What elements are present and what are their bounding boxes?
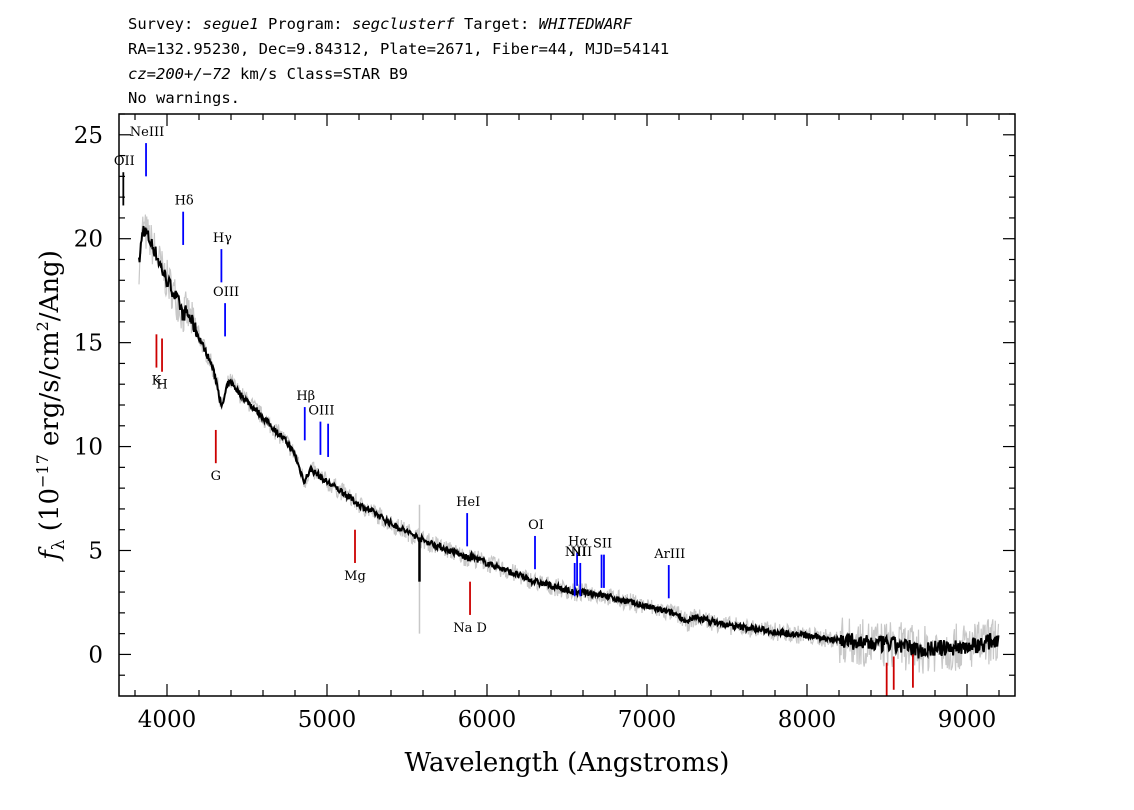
survey-value: segue1 bbox=[203, 15, 259, 33]
spectral-line-markers bbox=[122, 143, 914, 696]
y-axis-exponent: −17 bbox=[33, 454, 52, 488]
absorption-line-label: K bbox=[152, 374, 162, 389]
y-axis-close: /Ang) bbox=[35, 250, 65, 321]
emission-line-label: OI bbox=[528, 518, 544, 533]
class-value: km/s Class=STAR B9 bbox=[231, 65, 408, 83]
plot-area: OIINeIIIHδHγOIIIHβOIIIHeIOINIIHαNIISIIAr… bbox=[74, 113, 1016, 733]
flux-line bbox=[138, 225, 1000, 660]
x-tick-labels: 4000 5000 6000 7000 8000 9000 bbox=[138, 707, 997, 733]
redshift-value: cz=200+/−72 bbox=[128, 65, 231, 83]
emission-line-label: ArIII bbox=[653, 547, 685, 562]
emission-line-label: HeI bbox=[456, 495, 480, 510]
y-tick-label: 0 bbox=[88, 642, 103, 668]
x-tick-label: 4000 bbox=[138, 707, 197, 733]
x-tick-label: 9000 bbox=[938, 707, 997, 733]
emission-line-label: OII bbox=[114, 154, 135, 169]
y-tick-label: 20 bbox=[74, 227, 103, 253]
x-tick-label: 5000 bbox=[298, 707, 357, 733]
program-value: segclusterf bbox=[352, 15, 455, 33]
plot-frame bbox=[118, 113, 1016, 697]
header-line-1: Survey: segue1 Program: segclusterf Targ… bbox=[128, 15, 633, 33]
emission-line-label: NII bbox=[565, 545, 587, 560]
noise-band bbox=[138, 214, 1000, 674]
emission-line-label: OIII bbox=[308, 404, 334, 419]
emission-line-label: Hβ bbox=[296, 389, 315, 404]
y-axis-open: (10 bbox=[35, 488, 65, 540]
x-tick-label: 7000 bbox=[618, 707, 677, 733]
y-tick-label: 5 bbox=[88, 539, 103, 565]
target-value: WHITEDWARF bbox=[539, 15, 633, 33]
y-tick-labels: 0 5 10 15 20 25 bbox=[74, 123, 103, 669]
emission-line-label: Hα bbox=[568, 535, 588, 550]
y-tick-label: 15 bbox=[74, 331, 103, 357]
absorption-line-label: Mg bbox=[344, 569, 366, 584]
y-axis-unit: erg/s/cm bbox=[35, 331, 65, 454]
axis-ticks bbox=[119, 113, 1015, 696]
absorption-line-label: H bbox=[156, 378, 167, 393]
x-tick-label: 6000 bbox=[458, 707, 517, 733]
emission-line-label: Hδ bbox=[175, 194, 194, 209]
emission-line-label: SII bbox=[593, 537, 612, 552]
spectral-line-labels: OIINeIIIHδHγOIIIHβOIIIHeIOINIIHαNIISIIAr… bbox=[114, 125, 685, 636]
y-axis-title: fλ (10−17 erg/s/cm2/Ang) bbox=[33, 250, 69, 562]
emission-line-label: NeIII bbox=[130, 125, 164, 140]
x-axis-title: Wavelength (Angstroms) bbox=[405, 748, 730, 778]
survey-label: Survey: bbox=[128, 15, 203, 33]
program-label: Program: bbox=[259, 15, 352, 33]
header-line-2: RA=132.95230, Dec=9.84312, Plate=2671, F… bbox=[128, 40, 669, 58]
y-axis-exponent-2: 2 bbox=[33, 321, 52, 331]
y-tick-label: 25 bbox=[74, 123, 103, 149]
y-axis-subscript: λ bbox=[49, 539, 69, 550]
header-line-3: cz=200+/−72 km/s Class=STAR B9 bbox=[128, 65, 408, 83]
header-block: Survey: segue1 Program: segclusterf Targ… bbox=[128, 15, 669, 107]
noise-trace bbox=[138, 214, 1000, 674]
emission-line-label: NII bbox=[570, 545, 592, 560]
absorption-line-label: G bbox=[211, 469, 221, 484]
header-line-4: No warnings. bbox=[128, 89, 240, 107]
flux-series bbox=[138, 225, 1000, 660]
target-label: Target: bbox=[455, 15, 539, 33]
x-tick-label: 8000 bbox=[778, 707, 837, 733]
emission-line-label: OIII bbox=[213, 285, 239, 300]
emission-line-label: Hγ bbox=[213, 231, 232, 246]
absorption-line-label: Na D bbox=[453, 621, 487, 636]
y-tick-label: 10 bbox=[74, 435, 103, 461]
